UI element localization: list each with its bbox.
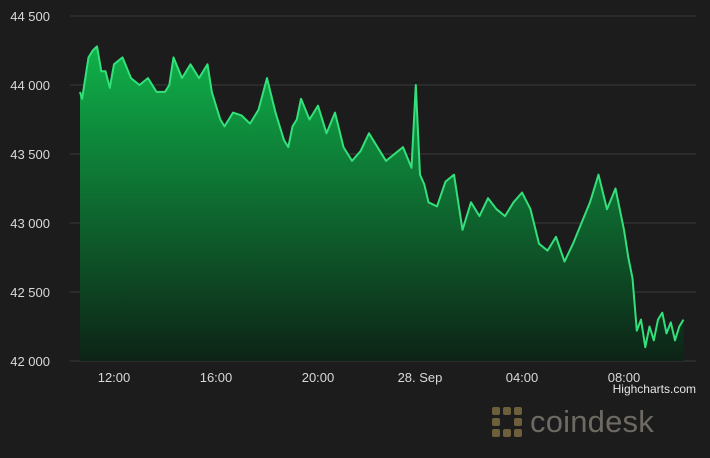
coindesk-wordmark: coindesk bbox=[530, 404, 654, 439]
price-area bbox=[80, 46, 684, 362]
series-layer bbox=[79, 45, 685, 362]
x-tick-label: 16:00 bbox=[200, 370, 233, 385]
coindesk-logo-icon bbox=[492, 407, 522, 437]
coindesk-watermark: coindesk bbox=[490, 404, 654, 440]
price-line bbox=[79, 45, 685, 349]
x-tick-label: 28. Sep bbox=[398, 370, 443, 385]
y-axis-labels: 42 000 42 500 43 000 43 500 44 000 44 500 bbox=[10, 9, 50, 369]
y-tick-label: 43 500 bbox=[10, 147, 50, 162]
y-tick-label: 42 500 bbox=[10, 285, 50, 300]
x-tick-label: 20:00 bbox=[302, 370, 335, 385]
highcharts-credit[interactable]: Highcharts.com bbox=[613, 382, 696, 396]
x-axis-labels: 12:00 16:00 20:00 28. Sep 04:00 08:00 bbox=[98, 370, 641, 385]
x-tick-label: 12:00 bbox=[98, 370, 131, 385]
y-tick-label: 44 000 bbox=[10, 78, 50, 93]
y-tick-label: 42 000 bbox=[10, 354, 50, 369]
y-tick-label: 44 500 bbox=[10, 9, 50, 24]
y-tick-label: 43 000 bbox=[10, 216, 50, 231]
x-tick-label: 08:00 bbox=[608, 370, 641, 385]
x-tick-label: 04:00 bbox=[506, 370, 539, 385]
